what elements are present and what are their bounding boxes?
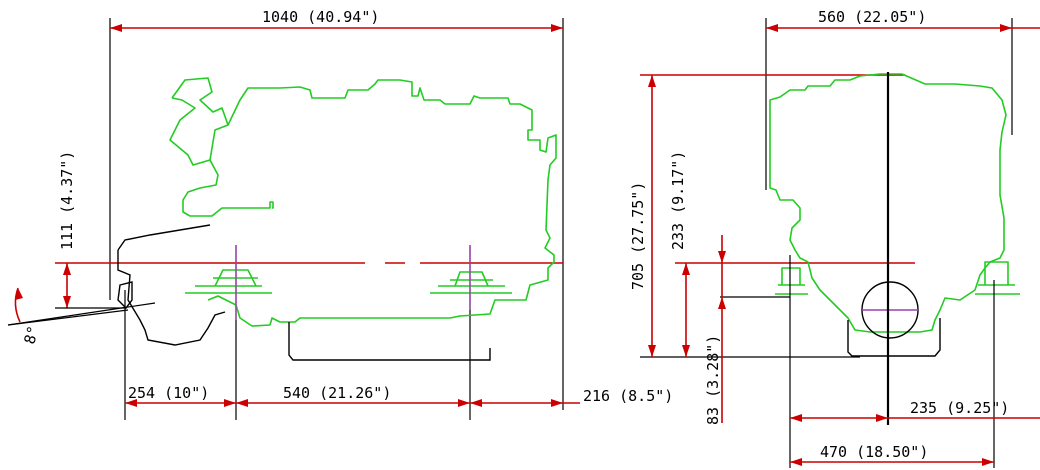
- height-above-crank-label: 111 (4.37"): [58, 151, 76, 250]
- mount-spacing-label: 540 (21.26"): [283, 384, 391, 402]
- overall-width-label: 560 (22.05"): [818, 8, 926, 26]
- crank-to-foot-dimension: 83 (3.28"): [704, 235, 726, 425]
- overall-height-label: 705 (27.75"): [629, 182, 647, 290]
- height-above-crank-dimension: 111 (4.37"): [55, 151, 125, 309]
- overall-height-dimension: 705 (27.75"): [629, 75, 656, 357]
- overall-width-dimension: 560 (22.05"): [766, 8, 1040, 32]
- rear-overhang-label: 216 (8.5"): [583, 387, 673, 405]
- rear-mount-side: [430, 271, 512, 294]
- side-view: 1040 (40.94") 111 (4.37") 8°: [7, 8, 673, 420]
- front-mount-side: [185, 269, 272, 294]
- right-mount-front: [975, 261, 1020, 295]
- overall-length-dimension: 1040 (40.94"): [110, 8, 563, 32]
- sump-front-outline: [847, 318, 941, 357]
- overall-length-label: 1040 (40.94"): [262, 8, 379, 26]
- mount-height-dimension: 233 (9.17"): [669, 151, 690, 357]
- flywheel-housing-outline: [117, 224, 226, 346]
- mount-height-label: 233 (9.17"): [669, 151, 687, 250]
- half-mount-width-label: 235 (9.25"): [910, 399, 1009, 417]
- half-mount-width-dimension: 235 (9.25"): [790, 399, 1040, 422]
- mount-width-dimension: 470 (18.50"): [790, 443, 994, 466]
- flywheel-hook: [117, 281, 133, 310]
- engine-side-outline: [169, 77, 557, 327]
- left-mount-front: [775, 267, 808, 295]
- front-view: 560 (22.05") 705 (27.75") 233 (9.17") 83…: [629, 8, 1040, 468]
- bottom-dimension-chain: 254 (10") 540 (21.26") 216 (8.5"): [125, 384, 673, 407]
- tilt-angle-label: 8°: [20, 324, 42, 346]
- crank-to-foot-label: 83 (3.28"): [704, 335, 722, 425]
- mount-width-label: 470 (18.50"): [820, 443, 928, 461]
- sump-side-outline: [288, 322, 491, 361]
- front-to-mount-label: 254 (10"): [128, 384, 209, 402]
- tilt-angle-dimension: 8°: [7, 287, 156, 346]
